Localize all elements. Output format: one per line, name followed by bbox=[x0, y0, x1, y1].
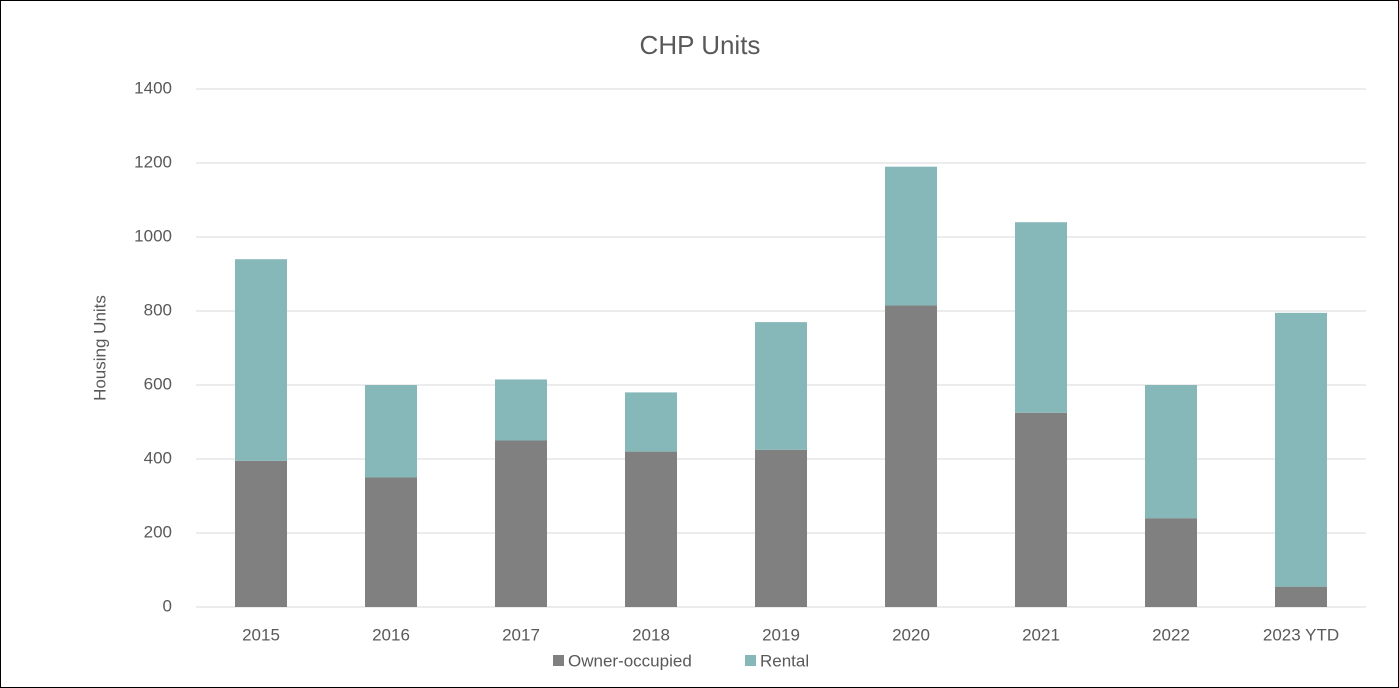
x-tick-label: 2017 bbox=[502, 625, 540, 644]
bar-segment bbox=[755, 449, 807, 607]
bar-segment bbox=[625, 451, 677, 607]
legend-label: Rental bbox=[760, 651, 809, 670]
bar-segment bbox=[495, 379, 547, 441]
bar-segment bbox=[625, 392, 677, 452]
y-axis-label: Housing Units bbox=[90, 295, 109, 401]
x-tick-label: 2018 bbox=[632, 625, 670, 644]
x-tick-label: 2016 bbox=[372, 625, 410, 644]
y-tick-label: 1400 bbox=[134, 78, 172, 97]
bar-segment bbox=[1145, 385, 1197, 519]
bar-segment bbox=[1275, 586, 1327, 607]
x-tick-label: 2023 YTD bbox=[1263, 625, 1339, 644]
x-tick-label: 2020 bbox=[892, 625, 930, 644]
y-tick-label: 200 bbox=[144, 522, 172, 541]
x-tick-label: 2019 bbox=[762, 625, 800, 644]
bar-segment bbox=[885, 166, 937, 306]
bar-segment bbox=[1015, 412, 1067, 607]
bar-segment bbox=[495, 440, 547, 607]
bar-segment bbox=[365, 385, 417, 478]
legend-swatch bbox=[745, 655, 756, 666]
y-tick-label: 600 bbox=[144, 374, 172, 393]
y-tick-label: 400 bbox=[144, 448, 172, 467]
bar-segment bbox=[1145, 518, 1197, 607]
legend-label: Owner-occupied bbox=[568, 651, 692, 670]
x-tick-label: 2015 bbox=[242, 625, 280, 644]
bar-segment bbox=[235, 460, 287, 607]
x-tick-label: 2022 bbox=[1152, 625, 1190, 644]
bar-segment bbox=[1015, 222, 1067, 413]
y-tick-label: 800 bbox=[144, 300, 172, 319]
bar-segment bbox=[235, 259, 287, 461]
x-tick-label: 2021 bbox=[1022, 625, 1060, 644]
y-tick-label: 1200 bbox=[134, 152, 172, 171]
bar-segment bbox=[885, 305, 937, 607]
bar-segment bbox=[365, 477, 417, 607]
chart-title: CHP Units bbox=[640, 30, 761, 60]
bar-segment bbox=[755, 322, 807, 450]
y-tick-label: 1000 bbox=[134, 226, 172, 245]
bar-segment bbox=[1275, 312, 1327, 587]
legend-swatch bbox=[553, 655, 564, 666]
y-tick-label: 0 bbox=[163, 596, 172, 615]
